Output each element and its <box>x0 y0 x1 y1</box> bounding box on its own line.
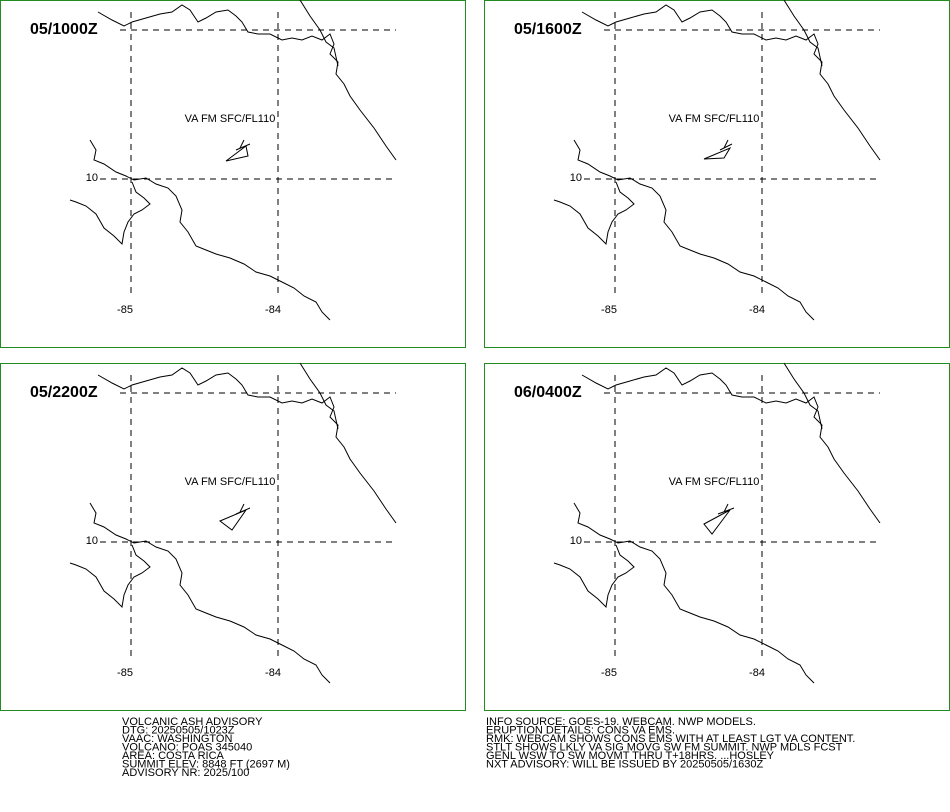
ash-layer-label: VA FM SFC/FL110 <box>669 476 760 488</box>
advisory-line: ERUPTION DETAILS: CONS VA EMS. <box>486 724 675 736</box>
ash-plume <box>703 503 735 535</box>
ash-layer-label: VA FM SFC/FL110 <box>185 476 276 488</box>
forecast-time: 05/1000Z <box>30 21 98 38</box>
longitude-label: -85 <box>601 304 617 316</box>
ash-plume <box>219 503 251 531</box>
longitude-label: -84 <box>749 667 765 679</box>
longitude-label: -84 <box>265 304 281 316</box>
longitude-label: -85 <box>117 304 133 316</box>
advisory-line: VOLCANIC ASH ADVISORY <box>122 716 263 728</box>
forecast-time: 06/0400Z <box>514 384 582 401</box>
map-panel: 05/1600Z VA FM SFC/FL110 10 -85 -84 <box>484 0 950 348</box>
longitude-label: -85 <box>601 667 617 679</box>
latitude-label: 10 <box>570 172 582 184</box>
latitude-label: 10 <box>570 535 582 547</box>
basemap <box>0 0 466 348</box>
latitude-label: 10 <box>86 535 98 547</box>
advisory-line: VAAC: WASHINGTON <box>122 733 232 745</box>
map-panel: 05/2200Z VA FM SFC/FL110 10 -85 -84 <box>0 362 466 711</box>
advisory-line: DTG: 20250505/1023Z <box>122 724 235 736</box>
longitude-label: -85 <box>117 667 133 679</box>
longitude-label: -84 <box>749 304 765 316</box>
advisory-line: RMK: WEBCAM SHOWS CONS EMS WITH AT LEAST… <box>486 733 855 745</box>
basemap <box>484 362 950 711</box>
ash-plume <box>703 139 733 160</box>
advisory-line: SUMMIT ELEV: 8848 FT (2697 M) <box>122 758 290 770</box>
latitude-label: 10 <box>86 172 98 184</box>
longitude-label: -84 <box>265 667 281 679</box>
basemap <box>0 362 466 711</box>
advisory-line: INFO SOURCE: GOES-19. WEBCAM. NWP MODELS… <box>486 716 756 728</box>
ash-plume <box>225 139 251 162</box>
ash-layer-label: VA FM SFC/FL110 <box>185 113 276 125</box>
forecast-time: 05/1600Z <box>514 21 582 38</box>
map-panel: 06/0400Z VA FM SFC/FL110 10 -85 -84 <box>484 362 950 711</box>
basemap <box>484 0 950 348</box>
advisory-line: VOLCANO: POAS 345040 <box>122 741 252 753</box>
map-panel: 05/1000Z VA FM SFC/FL110 10 -85 -84 <box>0 0 466 348</box>
advisory-line: GENL WSW TO SW MOVMT THRU T+18HRS. ...HO… <box>486 750 775 762</box>
advisory-line: STLT SHOWS LKLY VA SIG MOVG SW FM SUMMIT… <box>486 741 843 753</box>
ash-layer-label: VA FM SFC/FL110 <box>669 113 760 125</box>
advisory-line: NXT ADVISORY: WILL BE ISSUED BY 20250505… <box>486 758 763 770</box>
advisory-line: AREA: COSTA RICA <box>122 750 225 762</box>
forecast-time: 05/2200Z <box>30 384 98 401</box>
advisory-line: ADVISORY NR: 2025/100 <box>122 767 249 779</box>
